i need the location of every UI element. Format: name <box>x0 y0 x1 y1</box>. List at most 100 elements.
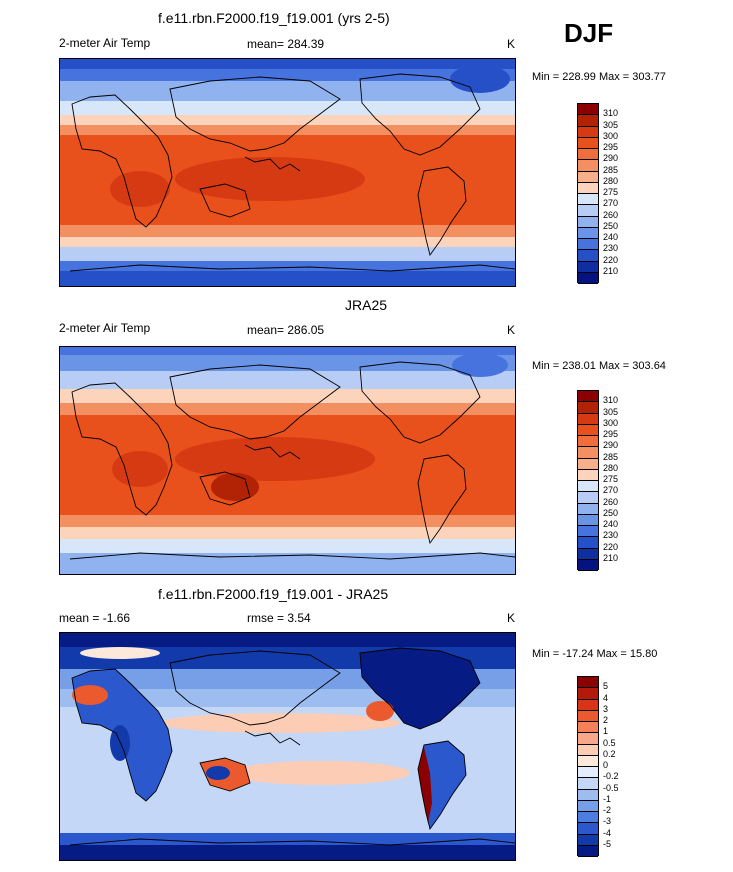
colorbar-tick-label: 295 <box>603 429 619 439</box>
season-label: DJF <box>564 18 614 48</box>
colorbar-tick-label: 270 <box>603 198 619 209</box>
colorbar-swatch <box>578 526 598 538</box>
colorbar-tick-label: 250 <box>603 507 619 518</box>
colorbar-swatch <box>578 194 598 206</box>
colorbar-swatch <box>578 458 598 470</box>
colorbar-swatch <box>578 413 598 425</box>
colorbar-tick-label: 280 <box>603 462 619 473</box>
colorbar-tick-label: 210 <box>603 552 619 563</box>
panel-1-map <box>59 58 516 287</box>
colorbar-swatch <box>578 537 598 549</box>
colorbar-tick-label: 290 <box>603 440 619 451</box>
colorbar-swatch <box>578 469 598 481</box>
colorbar-swatch <box>578 436 598 448</box>
colorbar-swatch <box>578 126 598 138</box>
panel-1-minmax: Min = 228.99 Max = 303.77 <box>532 71 666 83</box>
colorbar-tick-label: 275 <box>603 187 619 197</box>
colorbar-swatch <box>578 755 598 767</box>
colorbar-tick-label: -0.5 <box>603 782 619 793</box>
colorbar-tick-label: 285 <box>603 164 619 175</box>
colorbar-tick-label: 5 <box>603 681 609 692</box>
colorbar-tick-label: -1 <box>603 793 612 804</box>
colorbar-swatch <box>578 216 598 228</box>
colorbar-tick-label: 4 <box>603 692 609 703</box>
colorbar-tick-label: -2 <box>603 805 612 815</box>
colorbar-swatch <box>578 424 598 436</box>
colorbar-tick-label: 3 <box>603 703 609 714</box>
panel-3-minmax: Min = -17.24 Max = 15.80 <box>532 648 658 660</box>
colorbar-tick-label: 220 <box>603 541 619 552</box>
colorbar-tick-label: 220 <box>603 254 619 265</box>
colorbar-tick-label: 230 <box>603 243 619 254</box>
panel-1-variable: 2-meter Air Temp <box>59 36 151 50</box>
colorbar-tick-label: 240 <box>603 232 619 242</box>
panel-3-colorbar <box>577 676 599 857</box>
colorbar-swatch <box>578 677 598 689</box>
colorbar-tick-label: 305 <box>603 406 619 417</box>
colorbar-swatch <box>578 272 598 284</box>
colorbar-swatch <box>578 205 598 217</box>
colorbar-swatch <box>578 492 598 504</box>
colorbar-swatch <box>578 688 598 700</box>
colorbar-tick-label: 240 <box>603 519 619 529</box>
colorbar-tick-label: 310 <box>603 108 619 119</box>
colorbar-tick-label: 285 <box>603 451 619 462</box>
colorbar-swatch <box>578 823 598 835</box>
colorbar-swatch <box>578 767 598 779</box>
panel-1-title: f.e11.rbn.F2000.f19_f19.001 (yrs 2-5) <box>158 10 390 26</box>
colorbar-tick-label: 290 <box>603 153 619 164</box>
panel-2-variable: 2-meter Air Temp <box>59 321 151 335</box>
colorbar-swatch <box>578 115 598 127</box>
colorbar-swatch <box>578 149 598 161</box>
colorbar-tick-label: -4 <box>603 827 612 838</box>
colorbar-swatch <box>578 733 598 745</box>
colorbar-tick-label: 270 <box>603 485 619 496</box>
colorbar-swatch <box>578 261 598 273</box>
colorbar-tick-label: 250 <box>603 220 619 231</box>
colorbar-tick-label: 295 <box>603 142 619 152</box>
colorbar-swatch <box>578 391 598 403</box>
colorbar-swatch <box>578 778 598 790</box>
colorbar-tick-label: -0.2 <box>603 771 619 782</box>
panel-3-units: K <box>507 611 516 625</box>
colorbar-swatch <box>578 514 598 526</box>
colorbar-swatch <box>578 447 598 459</box>
colorbar-swatch <box>578 744 598 756</box>
panel-3-map <box>59 632 516 861</box>
colorbar-tick-label: 310 <box>603 395 619 406</box>
colorbar-tick-label: 0.5 <box>603 737 616 748</box>
colorbar-tick-label: 210 <box>603 265 619 276</box>
colorbar-swatch <box>578 834 598 846</box>
panel-1-colorbar <box>577 103 599 284</box>
colorbar-swatch <box>578 503 598 515</box>
panel-3-mean: mean = -1.66 <box>59 611 131 625</box>
colorbar-swatch <box>578 481 598 493</box>
colorbar-swatch <box>578 812 598 824</box>
colorbar-tick-label: 260 <box>603 209 619 220</box>
panel-2-colorbar <box>577 390 599 571</box>
colorbar-tick-label: 275 <box>603 474 619 484</box>
colorbar-tick-label: 300 <box>603 130 619 141</box>
colorbar-tick-label: -5 <box>603 838 612 849</box>
colorbar-swatch <box>578 789 598 801</box>
colorbar-tick-label: 1 <box>603 726 609 737</box>
colorbar-swatch <box>578 182 598 194</box>
colorbar-swatch <box>578 227 598 239</box>
colorbar-swatch <box>578 160 598 172</box>
panel-2-units: K <box>507 323 516 337</box>
colorbar-swatch <box>578 559 598 571</box>
colorbar-swatch <box>578 710 598 722</box>
panel-2-title: JRA25 <box>345 297 388 313</box>
colorbar-swatch <box>578 104 598 116</box>
panel-2-map <box>59 346 516 575</box>
colorbar-swatch <box>578 699 598 711</box>
colorbar-tick-label: 2 <box>603 715 609 725</box>
colorbar-tick-label: -3 <box>603 816 612 827</box>
colorbar-swatch <box>578 845 598 857</box>
panel-1-units: K <box>507 37 516 51</box>
colorbar-tick-label: 230 <box>603 530 619 541</box>
colorbar-swatch <box>578 800 598 812</box>
panel-2-minmax: Min = 238.01 Max = 303.64 <box>532 360 666 372</box>
colorbar-tick-label: 260 <box>603 496 619 507</box>
panel-2-mean: mean= 286.05 <box>247 323 325 337</box>
